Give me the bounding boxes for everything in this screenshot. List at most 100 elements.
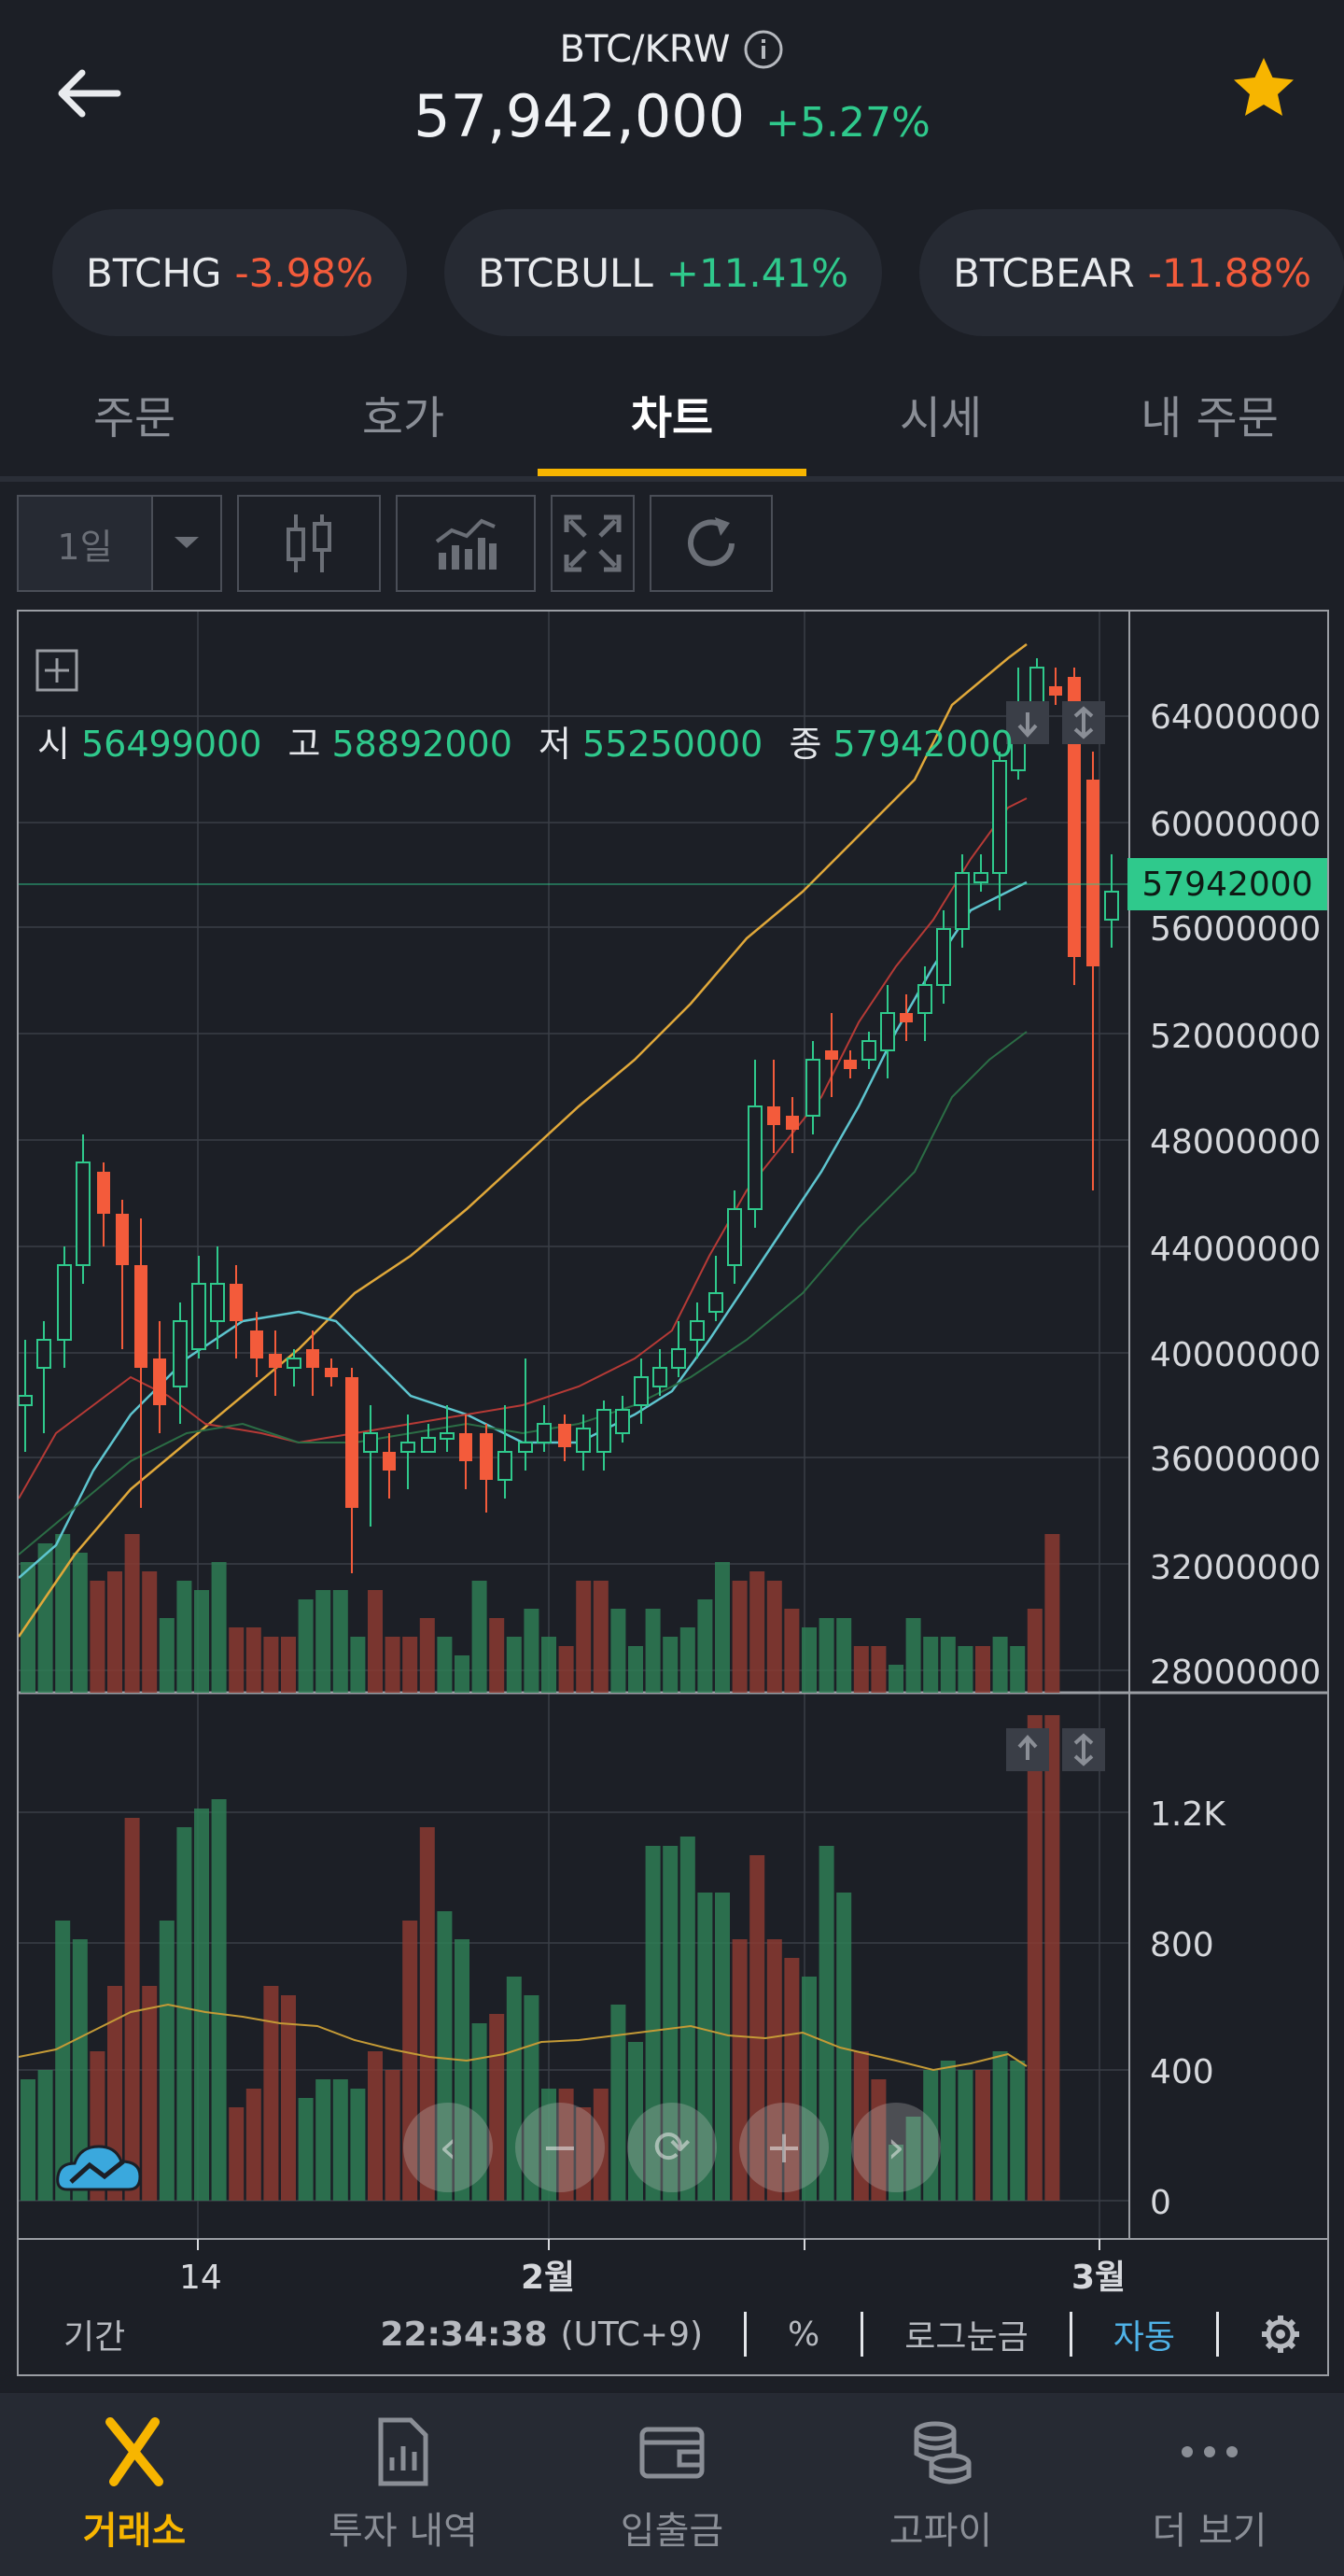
tab-my-orders[interactable]: 내 주문: [1141, 392, 1279, 444]
report-icon: [378, 2417, 428, 2486]
volume-bar: [55, 1921, 71, 2201]
percent-toggle[interactable]: %: [788, 2315, 820, 2354]
volume-bar: [124, 1818, 140, 2201]
volume-bar: [229, 2107, 245, 2201]
volume-bar: [368, 2051, 383, 2201]
title-block: BTC/KRW 57,942,000 +5.27%: [0, 28, 1344, 150]
volume-bar: [628, 2042, 643, 2201]
auto-scale-toggle[interactable]: 자동: [1113, 2318, 1175, 2357]
volume-bar: [506, 1637, 522, 1693]
candle: [652, 1349, 667, 1396]
tab-order[interactable]: 주문: [92, 392, 176, 444]
scroll-left-button[interactable]: ‹: [403, 2103, 493, 2192]
info-icon[interactable]: [743, 29, 784, 70]
refresh-icon: [688, 517, 735, 567]
tab-chart[interactable]: 차트: [538, 355, 806, 476]
nav-deposit-withdraw[interactable]: 입출금: [538, 2393, 806, 2576]
candle: [480, 1424, 493, 1513]
pill-btcbull[interactable]: BTCBULL +11.41%: [444, 209, 883, 336]
indicator-button[interactable]: [396, 495, 536, 592]
candlestick-icon: [287, 514, 331, 572]
volume-bar: [889, 1665, 903, 1693]
volume-bar: [332, 2079, 348, 2201]
chart-area[interactable]: 64000000 60000000 56000000 52000000 4800…: [17, 610, 1329, 2376]
gear-icon[interactable]: [1260, 2314, 1301, 2355]
tab-orderbook[interactable]: 호가: [361, 392, 445, 444]
volume-bar: [298, 1599, 314, 1693]
range-select[interactable]: 1일: [17, 495, 222, 592]
period-button[interactable]: 기간: [63, 2318, 126, 2357]
volume-bar: [905, 1618, 921, 1693]
price-chart[interactable]: 64000000 60000000 56000000 52000000 4800…: [17, 612, 1327, 2374]
pane-move-up-icon[interactable]: [1006, 1728, 1049, 1771]
nav-gopax[interactable]: 고파이: [806, 2393, 1075, 2576]
candle: [973, 854, 988, 892]
pill-btchg[interactable]: BTCHG -3.98%: [52, 209, 408, 336]
more-dots-icon: [1182, 2446, 1238, 2457]
candle: [936, 910, 951, 1004]
log-scale-toggle[interactable]: 로그눈금: [904, 2318, 1029, 2357]
pane-expand-icon[interactable]: [1062, 1728, 1105, 1771]
zoom-in-button[interactable]: +: [739, 2103, 829, 2192]
volume-bar: [802, 1627, 817, 1693]
candle: [57, 1246, 72, 1368]
volume-bar: [732, 1581, 748, 1693]
volume-bar: [541, 2089, 556, 2201]
volume-bar: [194, 1590, 209, 1693]
volume-bar: [368, 1590, 383, 1693]
volume-bar: [749, 1571, 765, 1693]
candle: [1086, 752, 1099, 1190]
price-tick: 28000000: [1150, 1654, 1321, 1692]
price-tick: 60000000: [1150, 806, 1321, 844]
volume-bar: [281, 1995, 296, 2201]
pill-btcbear[interactable]: BTCBEAR -11.88%: [919, 209, 1344, 336]
volume-bar: [350, 1637, 366, 1693]
volume-bar: [558, 2089, 574, 2201]
volume-bar: [124, 1534, 140, 1693]
volume-bar: [958, 2070, 973, 2201]
open-value: 56499000: [80, 724, 262, 765]
volume-bar: [298, 2098, 314, 2201]
nav-more[interactable]: 더 보기: [1075, 2393, 1344, 2576]
x-tick: 2월: [521, 2259, 575, 2297]
volume-bar: [350, 2089, 366, 2201]
candle-type-button[interactable]: [237, 495, 381, 592]
reset-view-button[interactable]: ⟳: [627, 2103, 717, 2192]
tab-bar: 주문 호가 차트 시세 내 주문: [0, 355, 1344, 476]
chart-footer: 기간 22:34:38 (UTC+9) % 로그눈금 자동: [19, 2278, 1327, 2390]
refresh-button[interactable]: [650, 495, 773, 592]
volume-bar: [975, 1646, 990, 1693]
scroll-right-button[interactable]: ›: [851, 2103, 941, 2192]
crosshair-add-icon[interactable]: [35, 649, 78, 692]
candle: [134, 1218, 147, 1508]
price-tick: 40000000: [1150, 1336, 1321, 1374]
volume-bar: [905, 2117, 921, 2201]
candle: [250, 1312, 263, 1377]
fullscreen-icon: [564, 514, 622, 572]
pane-collapse-icon[interactable]: [1062, 701, 1105, 744]
candle: [596, 1401, 611, 1471]
candle: [880, 985, 895, 1078]
candle: [518, 1358, 533, 1471]
volume-bar: [836, 1618, 852, 1693]
star-favorite-icon[interactable]: [1230, 54, 1297, 121]
volume-bar: [37, 2070, 53, 2201]
price-axis: 64000000 60000000 56000000 52000000 4800…: [1150, 698, 1321, 1692]
candle: [76, 1134, 91, 1284]
tab-market-price[interactable]: 시세: [899, 392, 983, 444]
nav-investment-history[interactable]: 투자 내역: [269, 2393, 538, 2576]
volume-bar: [958, 1646, 973, 1693]
candle: [497, 1405, 512, 1499]
zoom-out-button[interactable]: −: [515, 2103, 605, 2192]
nav-exchange[interactable]: 거래소: [0, 2393, 269, 2576]
x-axis: 14 2월 3월: [179, 2239, 1126, 2297]
price-tick: 48000000: [1150, 1123, 1321, 1161]
pane-move-down-icon[interactable]: [1006, 701, 1049, 744]
fullscreen-button[interactable]: [551, 495, 635, 592]
candle: [191, 1256, 206, 1358]
back-arrow-icon[interactable]: [52, 56, 127, 131]
volume-bar: [263, 1637, 279, 1693]
candle: [917, 966, 932, 1041]
chart-nav-controls: ‹ − ⟳ + ›: [403, 2103, 941, 2192]
candle: [861, 1032, 876, 1069]
